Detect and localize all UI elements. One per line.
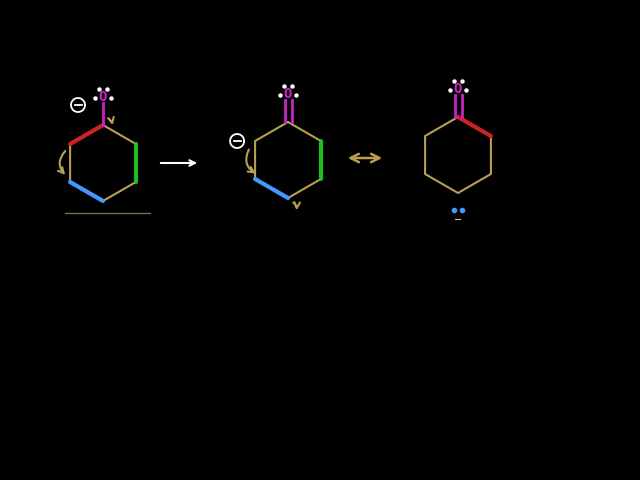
Text: O: O xyxy=(99,90,107,104)
Text: −: − xyxy=(454,215,462,225)
Text: O: O xyxy=(284,87,292,101)
Text: O: O xyxy=(454,82,462,96)
